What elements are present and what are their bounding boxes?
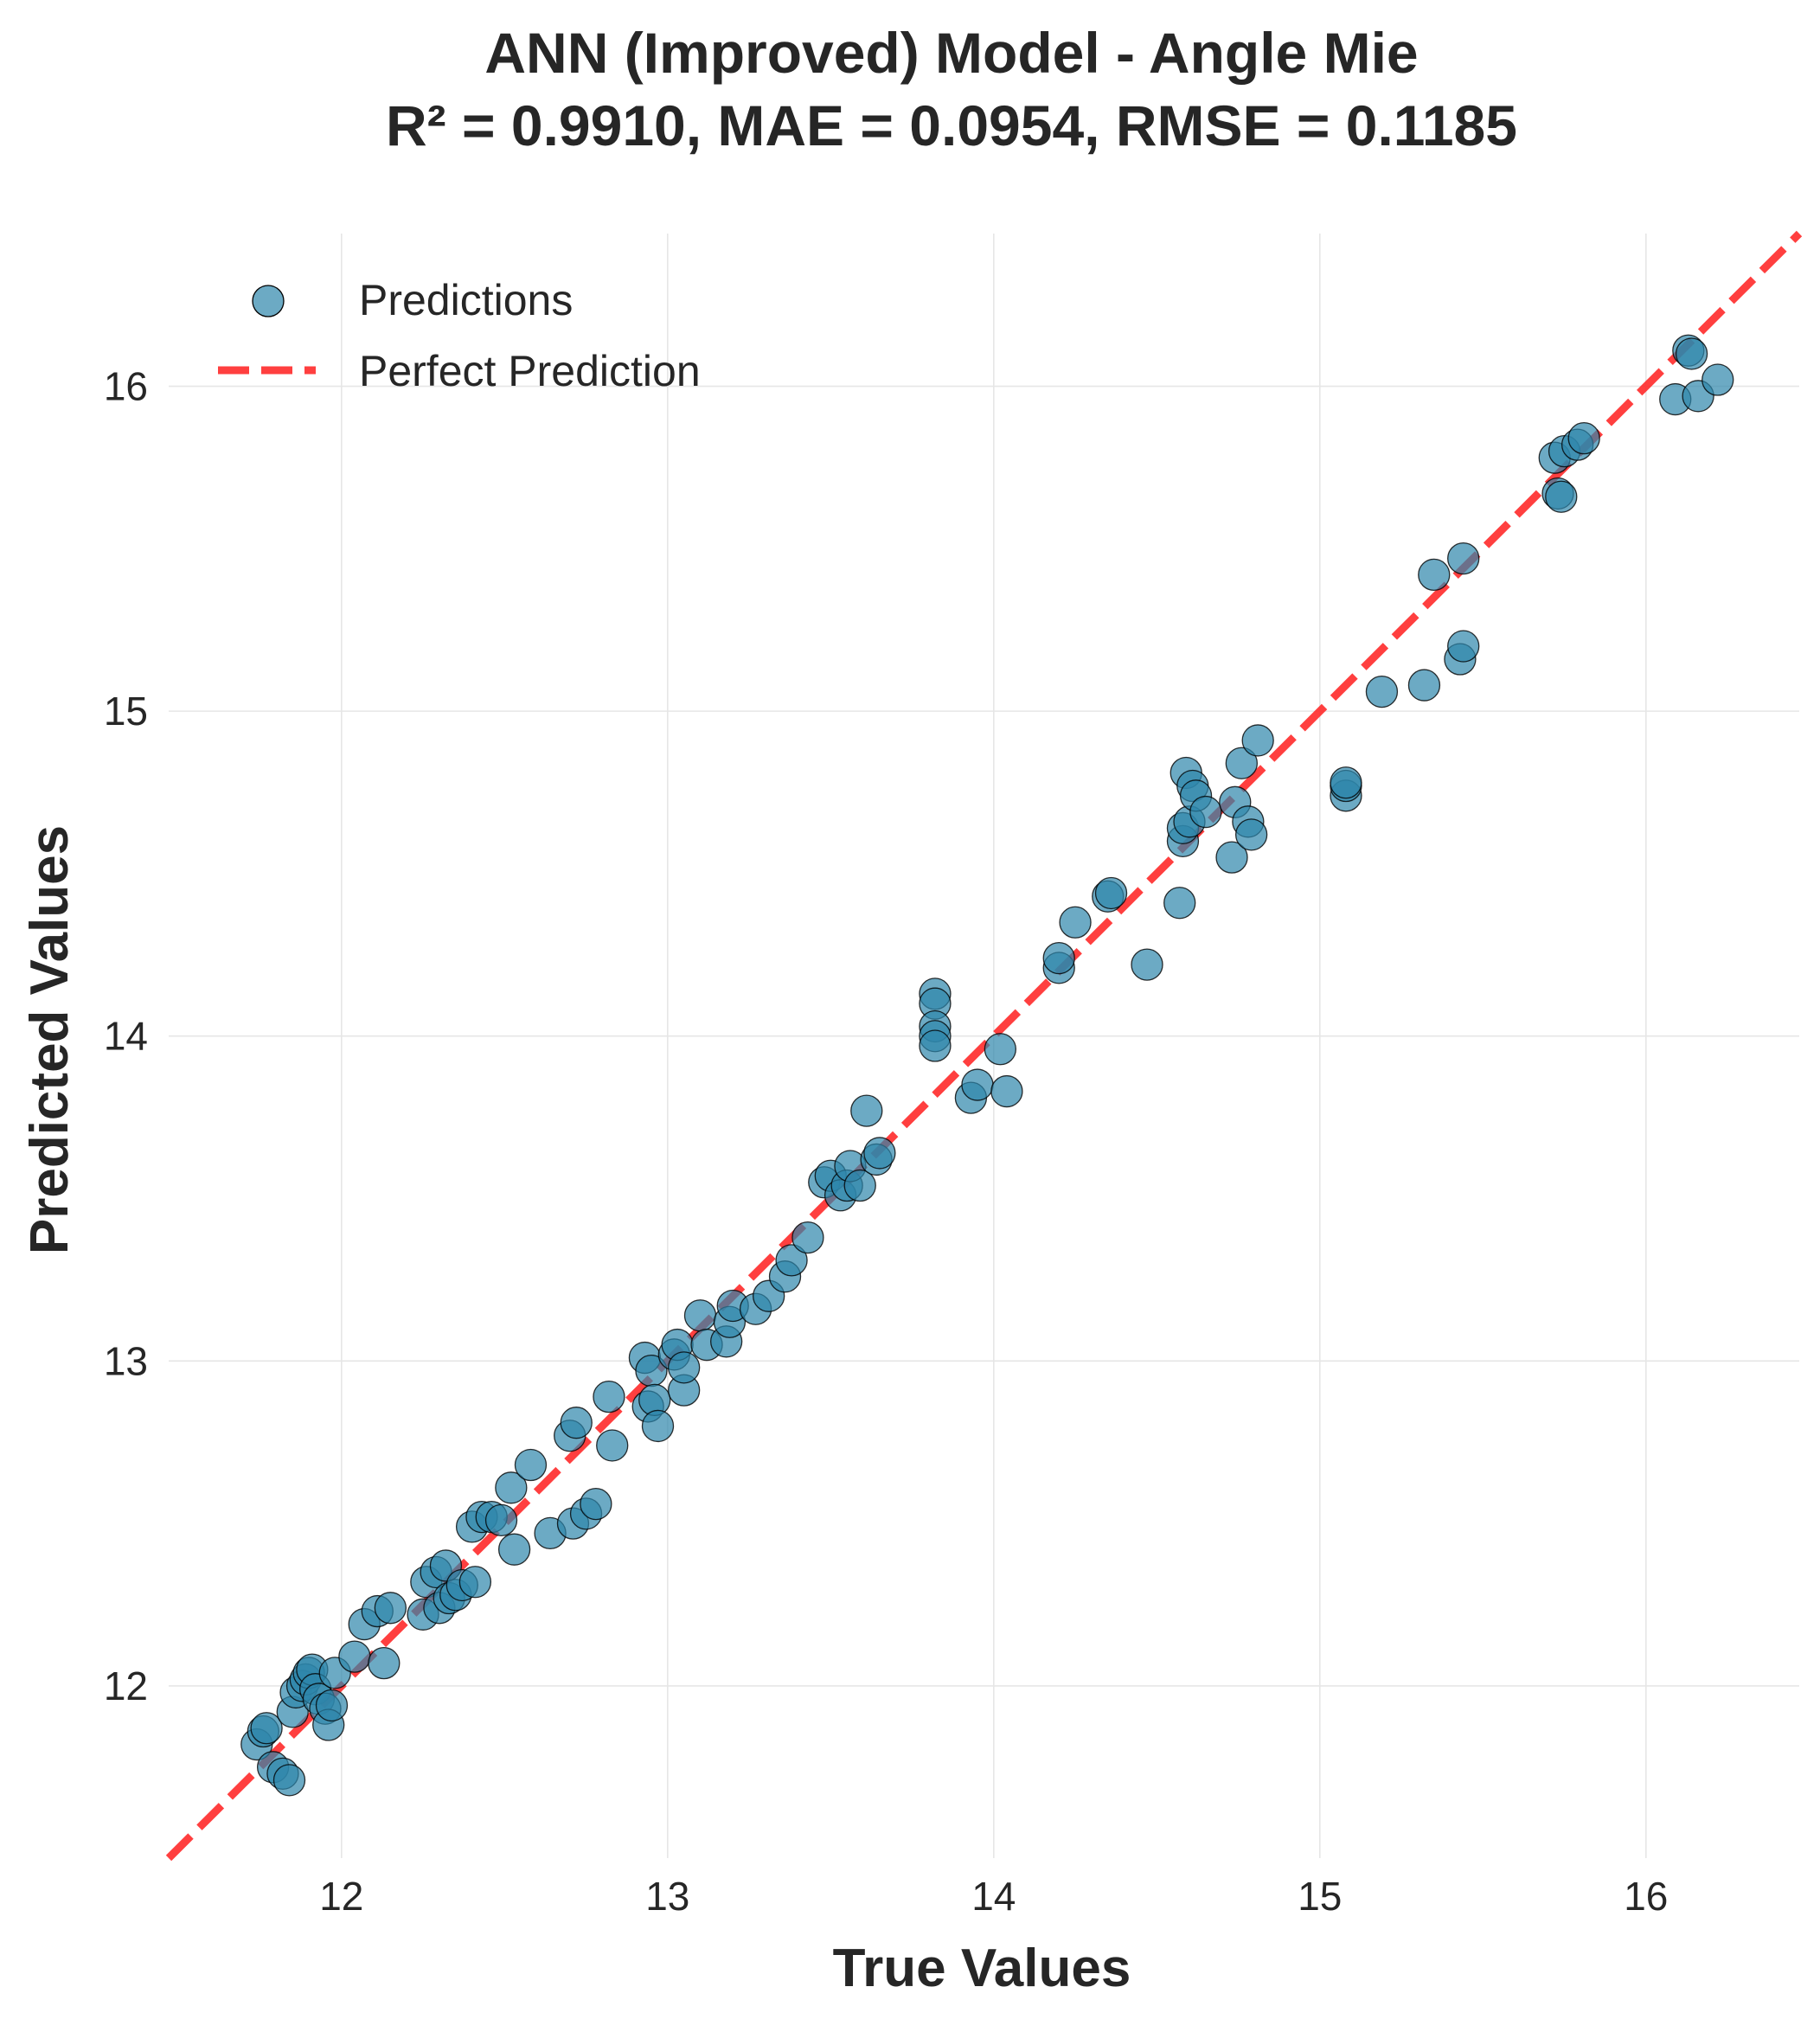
prediction-point — [1059, 906, 1092, 939]
y-tick-label: 14 — [104, 1014, 148, 1059]
prediction-point — [1241, 724, 1274, 757]
prediction-point — [1365, 675, 1399, 708]
perfect-prediction-line-layer — [165, 230, 1803, 1862]
prediction-point — [368, 1646, 401, 1680]
perfect-prediction-line — [165, 230, 1803, 1862]
x-tick-label: 14 — [971, 1874, 1016, 1919]
legend: Predictions Perfect Prediction — [218, 276, 701, 395]
prediction-point — [580, 1487, 612, 1521]
prediction-point — [1330, 766, 1362, 799]
prediction-point — [1189, 795, 1222, 829]
prediction-point — [1407, 669, 1441, 702]
prediction-point — [497, 1533, 531, 1566]
prediction-point — [961, 1068, 994, 1101]
y-tick-label: 15 — [104, 689, 148, 734]
prediction-point — [641, 1409, 675, 1443]
x-tick-label: 15 — [1298, 1874, 1342, 1919]
prediction-point — [272, 1764, 306, 1797]
grid — [169, 234, 1799, 1858]
prediction-point — [250, 1712, 283, 1745]
prediction-point — [1447, 630, 1480, 663]
prediction-point — [1545, 480, 1578, 513]
prediction-point — [458, 1566, 492, 1599]
legend-predictions-marker — [252, 285, 285, 317]
prediction-point — [990, 1074, 1023, 1108]
prediction-point — [1131, 948, 1163, 981]
x-tick-label: 16 — [1624, 1874, 1668, 1919]
x-axis-label: True Values — [833, 1939, 1131, 1998]
prediction-point — [338, 1640, 371, 1673]
prediction-point — [593, 1380, 625, 1413]
y-ticks: 12 13 14 15 16 — [104, 364, 148, 1708]
prediction-point — [775, 1244, 808, 1277]
prediction-point — [668, 1351, 701, 1384]
prediction-point — [863, 1137, 896, 1170]
x-ticks: 12 13 14 15 16 — [319, 1874, 1668, 1919]
prediction-point — [843, 1169, 876, 1202]
prediction-point — [495, 1471, 528, 1504]
prediction-point — [791, 1221, 824, 1254]
prediction-point — [374, 1592, 407, 1625]
y-tick-label: 13 — [104, 1338, 148, 1383]
prediction-point — [1215, 841, 1248, 874]
prediction-point — [1701, 363, 1734, 396]
prediction-point — [560, 1407, 593, 1439]
points — [240, 334, 1734, 1797]
prediction-point — [1234, 818, 1268, 851]
prediction-point — [683, 1299, 717, 1332]
prediction-point — [1225, 747, 1258, 779]
prediction-point — [850, 1094, 883, 1127]
legend-perfect-label: Perfect Prediction — [359, 347, 701, 395]
chart-subtitle: R² = 0.9910, MAE = 0.0954, RMSE = 0.1185 — [386, 93, 1517, 157]
prediction-point — [484, 1503, 518, 1537]
legend-predictions-label: Predictions — [359, 276, 573, 324]
y-tick-label: 16 — [104, 364, 148, 409]
prediction-point — [596, 1429, 629, 1462]
prediction-point — [984, 1033, 1016, 1066]
prediction-point — [514, 1448, 548, 1482]
prediction-point — [1418, 558, 1451, 592]
prediction-point — [1163, 887, 1196, 920]
prediction-point — [1567, 421, 1600, 455]
prediction-point — [919, 1029, 952, 1062]
chart-title: ANN (Improved) Model - Angle Mie — [484, 21, 1418, 85]
prediction-point — [1042, 941, 1075, 975]
y-tick-label: 12 — [104, 1663, 148, 1708]
x-tick-label: 13 — [645, 1874, 689, 1919]
prediction-point — [315, 1689, 349, 1722]
prediction-point — [1675, 337, 1708, 370]
y-axis-label: Predicted Values — [20, 825, 80, 1254]
x-tick-label: 12 — [319, 1874, 363, 1919]
prediction-point — [1094, 876, 1128, 910]
prediction-point — [1447, 542, 1480, 575]
